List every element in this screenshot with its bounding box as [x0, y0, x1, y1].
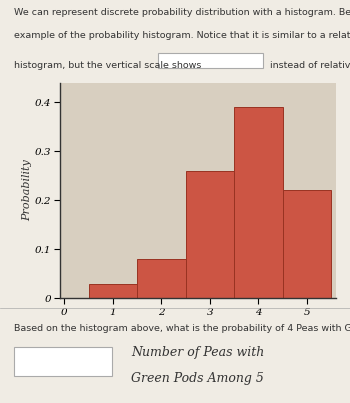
Text: Based on the histogram above, what is the probability of 4 Peas with Green Pods?: Based on the histogram above, what is th…: [14, 324, 350, 333]
Bar: [137, 259, 186, 298]
Text: instead of relative frequencies.: instead of relative frequencies.: [270, 61, 350, 70]
Text: Green Pods Among 5: Green Pods Among 5: [131, 372, 264, 384]
Bar: [283, 190, 331, 298]
Bar: [186, 171, 234, 298]
Text: histogram, but the vertical scale shows: histogram, but the vertical scale shows: [14, 61, 201, 70]
Text: We can represent discrete probability distribution with a histogram. Below there: We can represent discrete probability di…: [14, 8, 350, 17]
Bar: [14, 347, 112, 376]
Text: Number of Peas with: Number of Peas with: [131, 346, 264, 359]
Bar: [234, 107, 283, 298]
Y-axis label: Probability: Probability: [22, 160, 32, 221]
Bar: [89, 284, 137, 298]
Text: example of the probability histogram. Notice that it is similar to a relative fr: example of the probability histogram. No…: [14, 31, 350, 40]
Bar: [158, 54, 262, 68]
